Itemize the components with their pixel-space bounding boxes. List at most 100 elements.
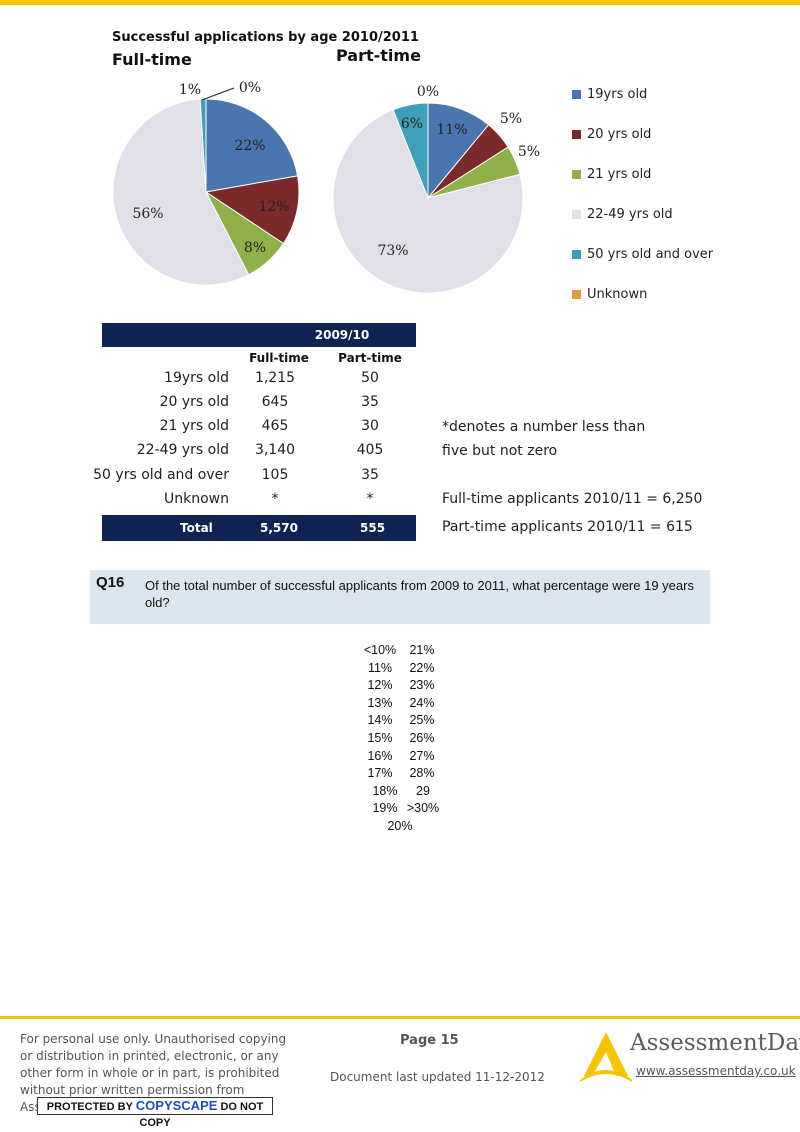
row-label: 22-49 yrs old: [136, 442, 229, 458]
row-fulltime: 105: [261, 467, 289, 483]
pie-data-label: 56%: [132, 206, 163, 222]
table-row: 19yrs old 1,215 50: [0, 370, 440, 394]
row-parttime: 35: [361, 394, 379, 410]
answer-option[interactable]: 25%: [409, 713, 435, 728]
pie-data-label: 5%: [518, 144, 540, 160]
top-accent-bar: [0, 0, 800, 5]
legend-swatch: [572, 249, 581, 259]
answer-option[interactable]: 23%: [409, 678, 435, 693]
pie-data-label: 22%: [234, 138, 265, 154]
legend-label: 22-49 yrs old: [587, 206, 673, 222]
footer-divider: [0, 1016, 800, 1019]
answer-option[interactable]: 16%: [367, 748, 393, 763]
answer-options: <10% 21% 11% 22% 12% 23% 13% 24% 14% 25% 15% 26% 16%…: [300, 643, 500, 837]
table-year-header: 2009/10: [102, 323, 416, 347]
brand-url[interactable]: www.assessmentday.co.uk: [636, 1064, 796, 1078]
answer-option[interactable]: 27%: [409, 748, 435, 763]
brand-name: AssessmentDay: [630, 1030, 800, 1056]
answer-option[interactable]: 22%: [409, 660, 435, 675]
answer-option[interactable]: 20%: [387, 818, 413, 833]
assessmentday-logo-icon: [580, 1032, 632, 1082]
answer-row: 18% 29: [300, 784, 500, 802]
table-row: 22-49 yrs old 3,140 405: [0, 442, 440, 466]
answer-option[interactable]: 19%: [372, 801, 398, 816]
pie-slice: [427, 102, 490, 200]
answer-row: 15% 26%: [300, 731, 500, 749]
legend-swatch: [572, 169, 581, 179]
fulltime-applicants-note: Full-time applicants 2010/11 = 6,250: [442, 491, 703, 507]
fulltime-title: Full-time: [112, 50, 192, 69]
answer-option[interactable]: 14%: [367, 713, 393, 728]
legend-item: Unknown: [572, 274, 713, 314]
parttime-title: Part-time: [336, 46, 421, 65]
table-total-row: Total 5,570 555: [102, 515, 416, 541]
legend-item: 20 yrs old: [572, 114, 713, 154]
row-parttime: *: [366, 491, 374, 507]
pie-slice: [112, 98, 250, 286]
fulltime-pie: 22% 12% 8% 56% 1% 0%: [112, 80, 300, 286]
legend-label: 21 yrs old: [587, 166, 652, 182]
footer-disclaimer: For personal use only. Unauthorised copy…: [20, 1032, 287, 1114]
legend-swatch: [572, 289, 581, 299]
pie-data-label: 5%: [500, 111, 522, 127]
row-label: Unknown: [164, 491, 229, 507]
table-row: 21 yrs old 465 30: [0, 418, 440, 442]
legend-swatch: [572, 209, 581, 219]
pie-slice: [205, 98, 299, 193]
answer-option[interactable]: 18%: [372, 783, 398, 798]
note-line-2: five but not zero: [442, 443, 558, 459]
legend-item: 50 yrs old and over: [572, 234, 713, 274]
answer-option[interactable]: 17%: [367, 766, 393, 781]
col-fulltime: Full-time: [249, 351, 309, 365]
fulltime-zero-leader: [201, 87, 235, 101]
answer-option[interactable]: 21%: [409, 643, 435, 657]
answer-option[interactable]: 28%: [409, 766, 435, 781]
row-fulltime: 465: [261, 418, 289, 434]
row-fulltime: *: [271, 491, 279, 507]
answer-row: 16% 27%: [300, 749, 500, 767]
answer-option[interactable]: 15%: [367, 730, 393, 745]
answer-row: <10% 21%: [300, 643, 500, 661]
parttime-pie: 11% 5% 5% 73% 6% 0%: [332, 84, 540, 294]
answer-row: 20%: [300, 819, 500, 837]
answer-option[interactable]: <10%: [363, 643, 397, 657]
row-fulltime: 3,140: [254, 442, 296, 458]
question-number: Q16: [96, 574, 125, 591]
copyscape-brand: COPYSCAPE: [135, 1098, 218, 1113]
row-parttime: 405: [356, 442, 384, 458]
pie-data-label: 1%: [179, 82, 201, 98]
answer-row: 13% 24%: [300, 696, 500, 714]
legend-label: 19yrs old: [587, 86, 648, 102]
answer-option[interactable]: 26%: [409, 730, 435, 745]
page-number: Page 15: [400, 1033, 459, 1048]
row-label: 20 yrs old: [159, 394, 229, 410]
pie-data-label: 73%: [377, 243, 408, 259]
row-parttime: 30: [361, 418, 379, 434]
row-fulltime: 1,215: [254, 370, 296, 386]
answer-option[interactable]: 24%: [409, 695, 435, 710]
answer-row: 19% >30%: [300, 801, 500, 819]
answer-option[interactable]: 11%: [367, 660, 393, 675]
copyscape-badge[interactable]: PROTECTED BY COPYSCAPE DO NOT COPY: [37, 1097, 273, 1129]
answer-option[interactable]: >30%: [406, 801, 440, 816]
row-fulltime: 645: [261, 394, 289, 410]
row-parttime: 35: [361, 467, 379, 483]
table-year: 2009/10: [314, 328, 370, 342]
row-label: 21 yrs old: [159, 418, 229, 434]
pie-slice: [204, 175, 300, 245]
total-label: Total: [180, 521, 213, 535]
pie-data-label: 11%: [436, 122, 467, 138]
note-line-1: *denotes a number less than: [442, 419, 646, 435]
pie-data-label: 12%: [258, 199, 289, 215]
answer-option[interactable]: 12%: [367, 678, 393, 693]
legend-item: 19yrs old: [572, 74, 713, 114]
answer-option[interactable]: 29: [416, 783, 430, 798]
legend-label: Unknown: [587, 286, 648, 302]
col-parttime: Part-time: [338, 351, 402, 365]
answer-row: 12% 23%: [300, 678, 500, 696]
question-box: [90, 570, 710, 624]
row-parttime: 50: [361, 370, 379, 386]
answer-option[interactable]: 13%: [367, 695, 393, 710]
parttime-applicants-note: Part-time applicants 2010/11 = 615: [442, 519, 693, 535]
pie-data-label: 0%: [417, 84, 439, 100]
